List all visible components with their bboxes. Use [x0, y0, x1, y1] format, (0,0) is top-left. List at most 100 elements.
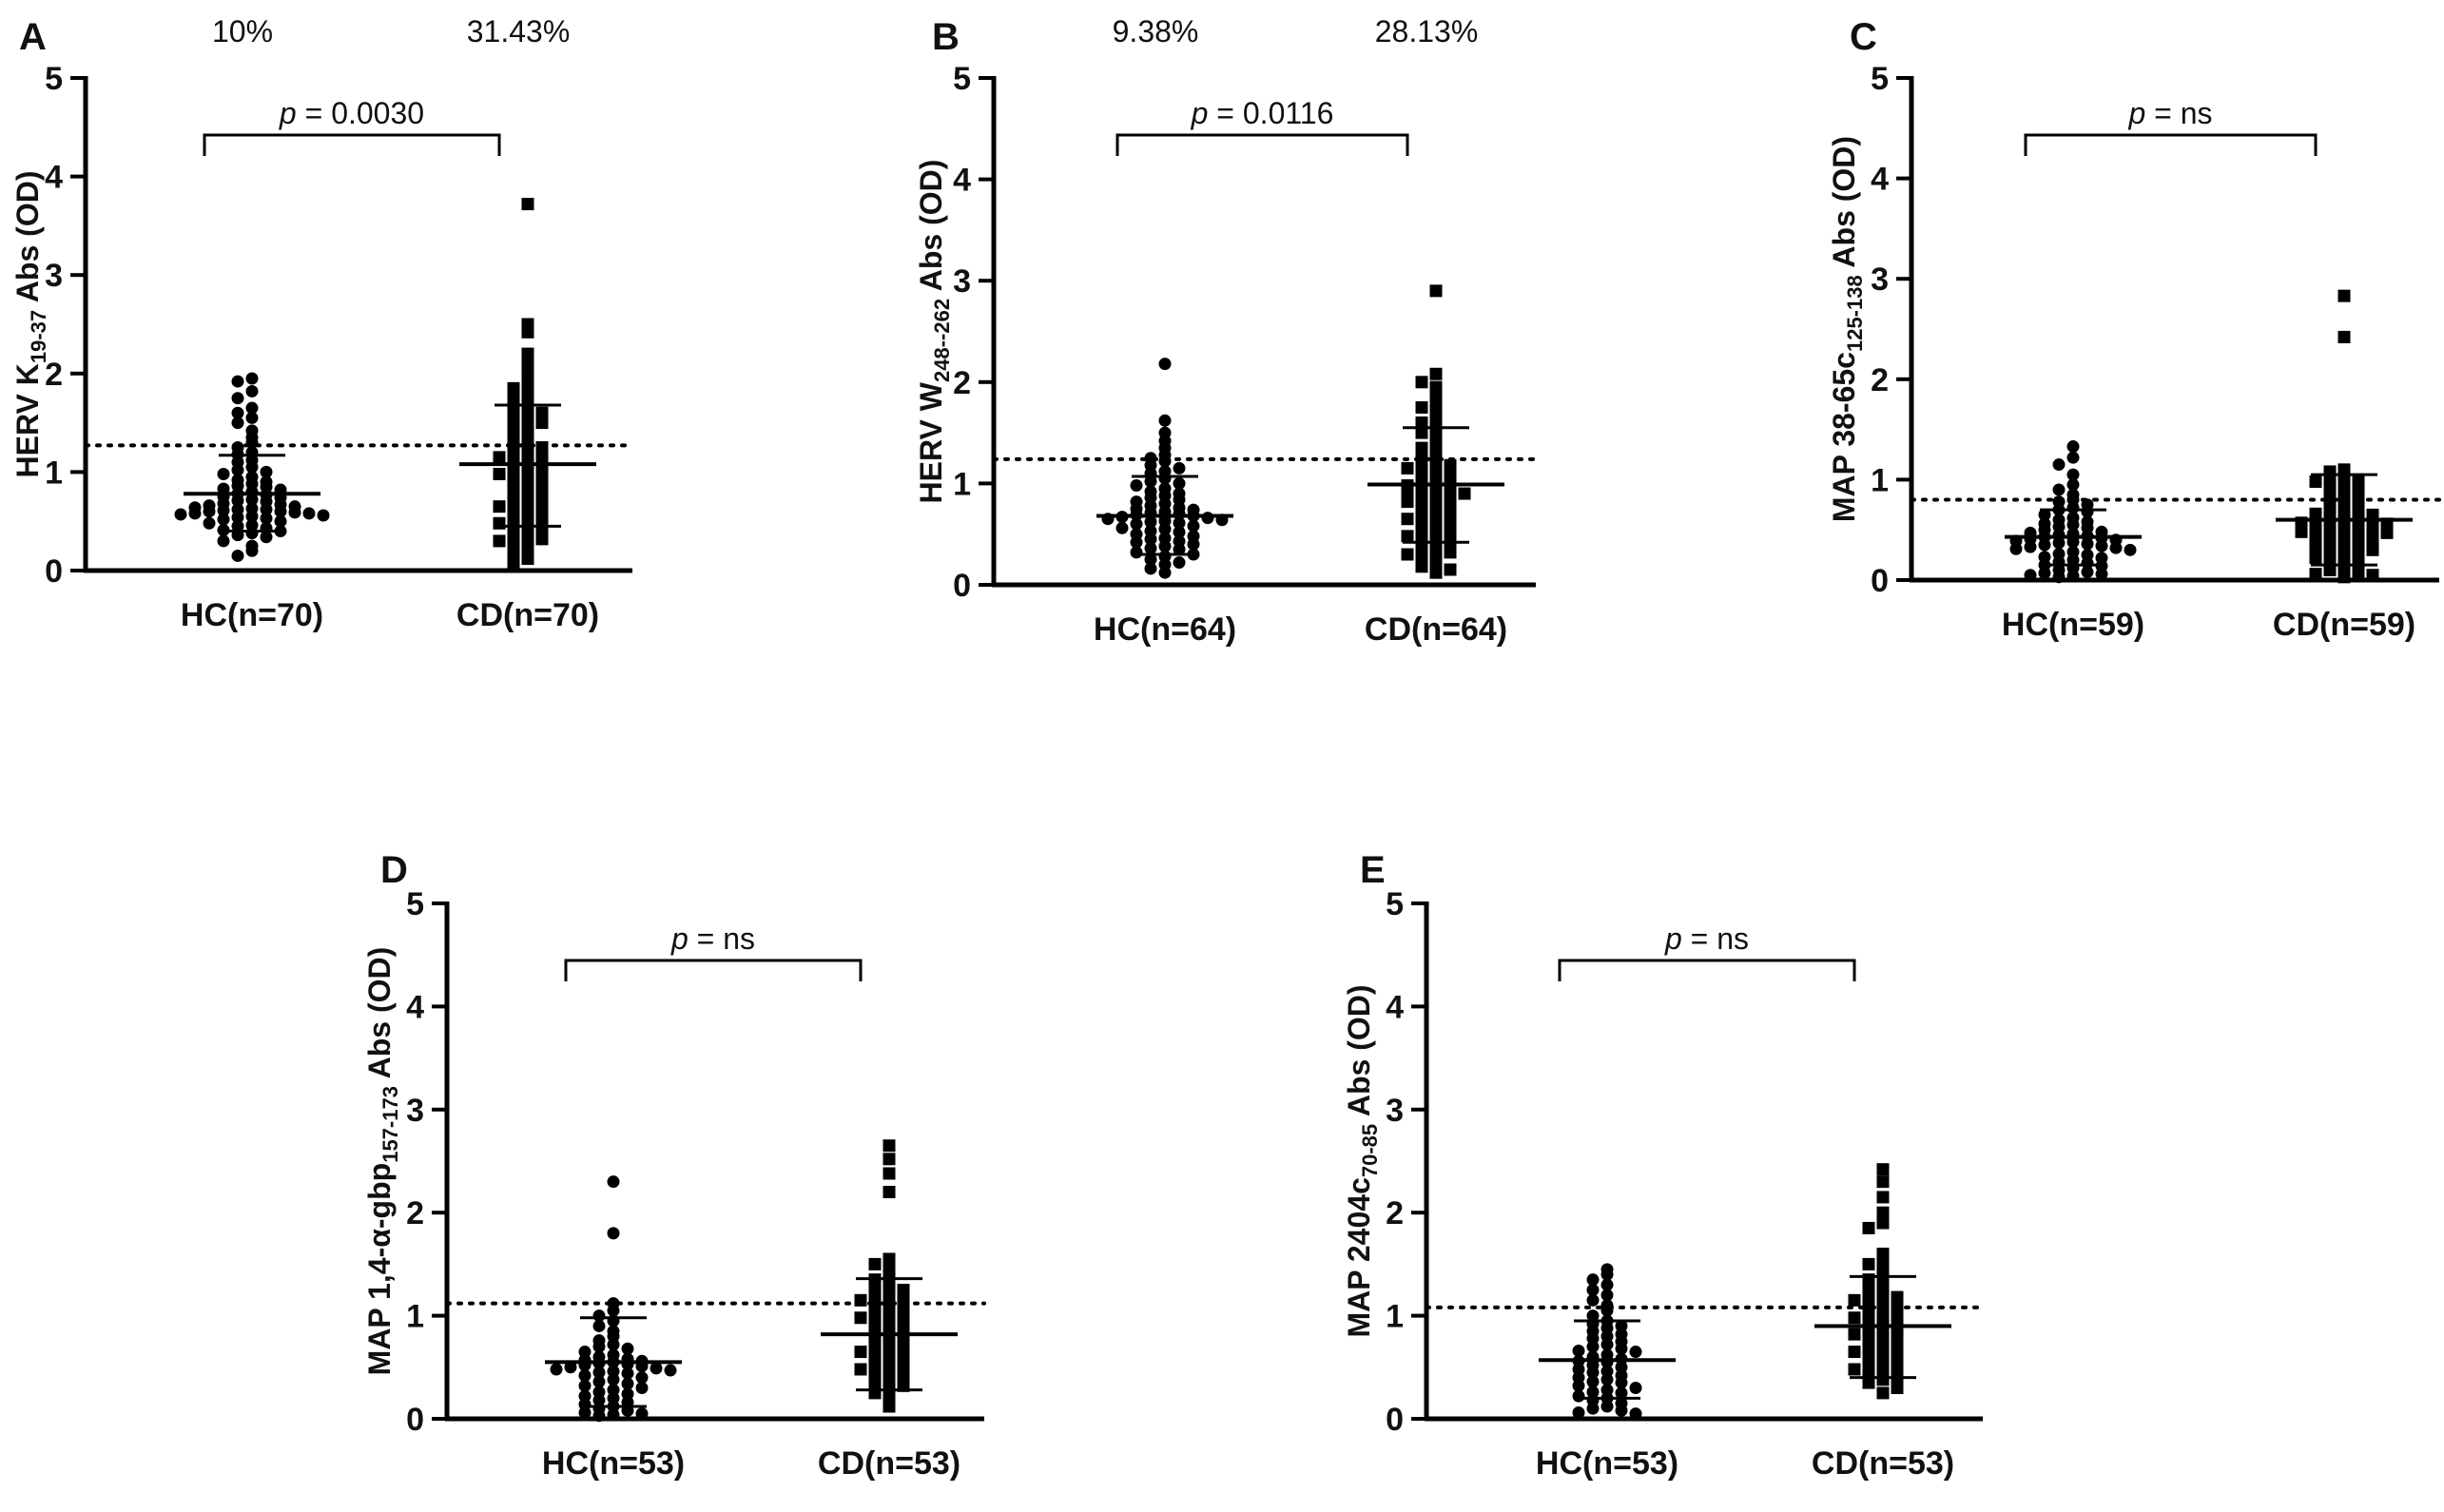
data-point — [507, 556, 520, 570]
panel-a: A 0 1 2 3 4 5 HERV K19-37 Abs (OD) p = 0.0030 HC(… — [10, 14, 634, 633]
y-tick-label: 3 — [1386, 1093, 1404, 1129]
data-point — [1891, 1381, 1904, 1394]
data-point — [1144, 552, 1157, 566]
data-point — [493, 500, 506, 514]
data-point — [1401, 548, 1414, 561]
y-axis-label-subscript: 248--262 — [930, 299, 954, 382]
data-point — [1444, 528, 1457, 541]
y-tick-label: 3 — [1871, 262, 1889, 298]
data-point — [621, 1367, 634, 1380]
y-tick-label: 4 — [953, 163, 971, 199]
data-point — [1876, 1206, 1890, 1219]
data-point — [1444, 563, 1457, 576]
p-value-text: = ns — [689, 921, 755, 956]
data-point — [1144, 542, 1157, 555]
data-point — [1173, 526, 1186, 539]
data-point — [2038, 538, 2051, 552]
data-point — [578, 1368, 592, 1382]
data-point — [1415, 456, 1428, 470]
data-point — [592, 1375, 606, 1388]
p-value-text: = 0.0030 — [297, 96, 424, 130]
data-point — [607, 1175, 620, 1189]
p-symbol: p — [670, 921, 689, 956]
y-axis-label: MAP 1,4-α-gbp157-173 Abs (OD) — [362, 947, 402, 1376]
data-point — [2366, 543, 2379, 556]
data-point — [174, 508, 187, 521]
data-point — [2309, 552, 2322, 565]
data-point — [2066, 570, 2080, 583]
data-point — [231, 494, 244, 507]
data-point — [578, 1405, 592, 1419]
panel-c: C 0 1 2 3 4 5 MAP 38-65c125-138 Abs (OD) p = ns H… — [1827, 16, 2441, 643]
data-point — [1415, 441, 1428, 455]
x-category-label: HC(n=70) — [181, 597, 323, 633]
x-category-label: CD(n=59) — [2273, 607, 2415, 643]
data-point — [1862, 1257, 1875, 1270]
positivity-percentage: 28.13% — [1375, 14, 1479, 48]
data-point — [521, 527, 534, 540]
y-tick-label: 4 — [45, 160, 63, 196]
data-point — [1444, 458, 1457, 472]
data-point — [897, 1290, 910, 1304]
data-point — [2380, 526, 2394, 539]
data-point — [1629, 1407, 1642, 1421]
data-point — [883, 1252, 896, 1266]
data-point — [1130, 479, 1143, 493]
data-point — [521, 357, 534, 370]
data-point — [1572, 1405, 1585, 1419]
data-point — [1429, 411, 1443, 424]
y-tick-label: 4 — [1386, 989, 1404, 1025]
data-point — [231, 511, 244, 524]
data-point — [592, 1319, 606, 1332]
data-point — [2066, 451, 2080, 464]
data-point — [1401, 495, 1414, 509]
data-point — [1187, 519, 1200, 533]
data-point — [2038, 567, 2051, 580]
x-category-label: HC(n=53) — [542, 1445, 685, 1482]
data-point — [883, 1167, 896, 1180]
data-point — [2337, 289, 2351, 302]
data-point — [578, 1379, 592, 1392]
data-point — [607, 1227, 620, 1240]
y-axis-label-main: HERV W — [914, 381, 948, 503]
data-point — [1891, 1342, 1904, 1355]
data-point — [1144, 562, 1157, 575]
y-tick-label: 0 — [45, 553, 63, 590]
data-point — [1415, 400, 1428, 414]
data-point — [2095, 568, 2108, 581]
data-point — [493, 467, 506, 480]
data-point — [493, 451, 506, 464]
data-point — [854, 1363, 867, 1376]
y-tick-label: 4 — [406, 989, 424, 1025]
data-point — [564, 1361, 577, 1374]
data-point — [1615, 1376, 1628, 1389]
y-tick-label: 3 — [953, 263, 971, 300]
data-point — [1876, 1175, 1890, 1189]
data-point — [883, 1186, 896, 1199]
data-point — [1429, 284, 1443, 298]
significance-bracket — [1558, 959, 1856, 981]
p-symbol: p — [1664, 921, 1682, 956]
data-point — [1144, 533, 1157, 546]
data-point — [1173, 476, 1186, 490]
x-category-label: HC(n=59) — [2002, 607, 2144, 643]
positivity-percentage: 9.38% — [1113, 14, 1199, 48]
data-point — [550, 1363, 563, 1376]
data-point — [1615, 1342, 1628, 1355]
data-point — [1876, 1216, 1890, 1230]
data-point — [217, 534, 230, 548]
data-point — [868, 1340, 882, 1353]
data-point — [650, 1362, 663, 1375]
y-axis-label-tail: Abs (OD) — [1827, 136, 1861, 275]
data-point — [2352, 538, 2365, 552]
data-point — [1862, 1307, 1875, 1320]
data-point — [1848, 1346, 1861, 1359]
data-point — [1173, 461, 1186, 475]
data-point — [2024, 569, 2037, 582]
data-point — [521, 387, 534, 400]
data-point — [897, 1342, 910, 1355]
data-point — [535, 533, 549, 546]
data-point — [1415, 560, 1428, 573]
data-point — [1458, 487, 1471, 500]
y-tick-label: 0 — [1871, 563, 1889, 599]
